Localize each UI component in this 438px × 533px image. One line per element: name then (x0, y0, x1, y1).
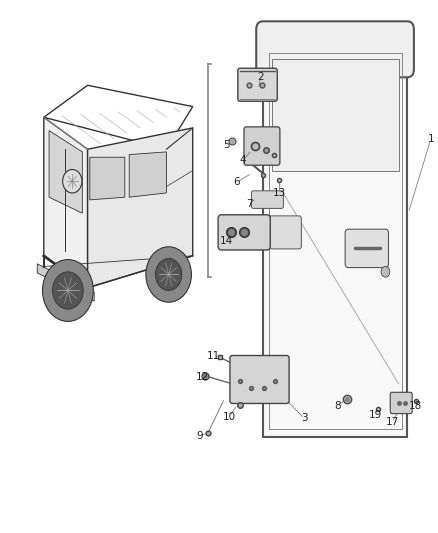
FancyBboxPatch shape (268, 216, 301, 249)
Text: 13: 13 (273, 188, 286, 198)
Text: 7: 7 (246, 199, 253, 208)
Polygon shape (49, 131, 82, 213)
Polygon shape (129, 152, 166, 197)
Circle shape (42, 260, 93, 321)
Text: 3: 3 (301, 414, 308, 423)
Text: 1: 1 (427, 134, 434, 143)
Circle shape (53, 272, 83, 309)
FancyBboxPatch shape (251, 191, 283, 208)
Text: 12: 12 (196, 373, 209, 382)
Circle shape (155, 259, 182, 290)
Text: 17: 17 (385, 417, 399, 427)
Text: 9: 9 (196, 431, 203, 441)
Circle shape (146, 247, 191, 302)
Circle shape (381, 266, 390, 277)
FancyBboxPatch shape (345, 229, 389, 268)
Text: 6: 6 (233, 177, 240, 187)
Text: 19: 19 (369, 410, 382, 419)
Text: 18: 18 (409, 401, 422, 411)
Text: 5: 5 (223, 140, 230, 150)
FancyBboxPatch shape (238, 68, 277, 101)
FancyBboxPatch shape (244, 127, 280, 165)
FancyBboxPatch shape (390, 392, 412, 414)
FancyBboxPatch shape (218, 215, 270, 250)
Text: 4: 4 (240, 155, 247, 165)
Text: 8: 8 (334, 401, 341, 411)
FancyBboxPatch shape (256, 21, 414, 77)
Polygon shape (88, 128, 193, 288)
Text: 10: 10 (223, 412, 236, 422)
FancyBboxPatch shape (230, 356, 289, 403)
Polygon shape (272, 59, 399, 171)
Text: 2: 2 (257, 72, 264, 82)
Text: 11: 11 (207, 351, 220, 361)
Polygon shape (44, 117, 88, 288)
Polygon shape (37, 264, 94, 301)
Polygon shape (90, 157, 125, 200)
Circle shape (63, 169, 82, 193)
Polygon shape (263, 32, 407, 437)
Text: 14: 14 (220, 236, 233, 246)
